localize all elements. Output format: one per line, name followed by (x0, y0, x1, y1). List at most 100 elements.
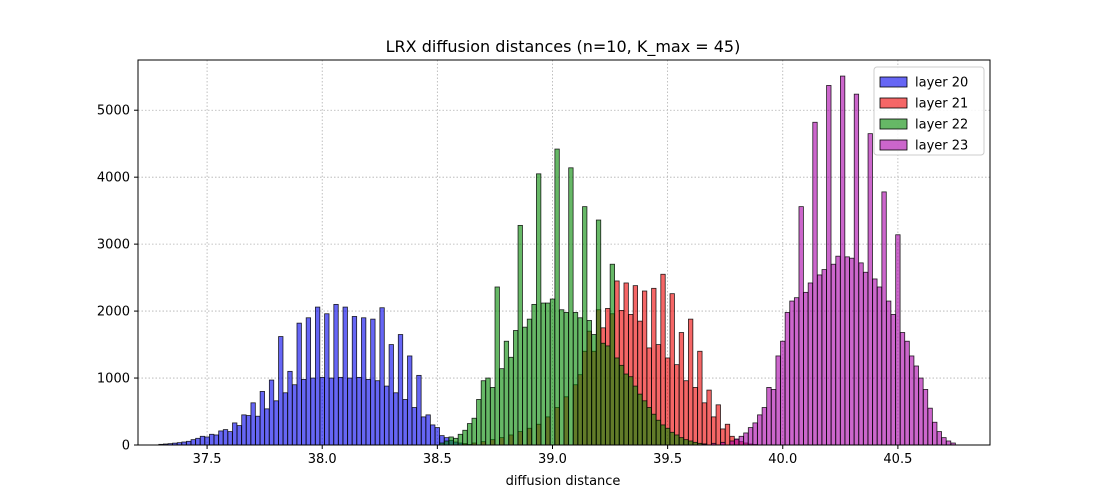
histogram-bar (324, 313, 330, 446)
histogram-bar (402, 399, 408, 446)
histogram-bar (816, 274, 823, 446)
histogram-bar (513, 330, 519, 446)
histogram-bar (826, 85, 832, 446)
legend-label: layer 20 (915, 76, 968, 91)
histogram-bar (945, 440, 952, 446)
histogram-bar (637, 393, 643, 446)
histogram-bar (711, 416, 717, 446)
histogram-bar (526, 318, 533, 446)
histogram-bar (641, 400, 648, 446)
histogram-bar (328, 377, 335, 446)
histogram-bar (807, 282, 813, 446)
histogram-bar (282, 392, 288, 446)
histogram-bar (665, 427, 671, 446)
histogram-bar (886, 300, 892, 446)
histogram-bar (397, 334, 404, 446)
histogram-bar (361, 317, 367, 446)
histogram-bar (457, 433, 463, 446)
histogram-bar (766, 387, 772, 446)
histogram-bar (941, 437, 947, 446)
legend-frame (873, 66, 985, 156)
histogram-bar (365, 378, 371, 446)
legend-swatch (879, 139, 908, 151)
histogram-bar (582, 206, 588, 446)
histogram-bar (688, 440, 694, 446)
histogram-bar (268, 379, 275, 446)
histogram-bar (724, 423, 731, 446)
histogram-bar (932, 421, 938, 446)
histogram-bar (913, 365, 919, 446)
histogram-bar (628, 376, 634, 446)
histogram-bar (236, 425, 242, 446)
histogram-bar (195, 437, 201, 446)
histogram-bar (798, 206, 804, 446)
histogram-bar (462, 429, 468, 446)
histogram-bar (651, 413, 657, 446)
histogram-bar (420, 416, 427, 446)
histogram-bar (227, 431, 233, 446)
histogram-bar (186, 440, 192, 446)
histogram-bar (872, 278, 878, 446)
histogram-bar (743, 432, 749, 446)
series-layer-23 (701, 75, 956, 446)
histogram-bar (572, 312, 579, 446)
histogram-bar (697, 350, 703, 446)
histogram-bar (559, 309, 565, 446)
histogram-bar (909, 355, 915, 446)
x-tick-label: 38.0 (308, 452, 337, 467)
histogram-bar (586, 320, 592, 446)
y-tick-label: 4000 (97, 171, 130, 186)
histogram-bar (747, 427, 754, 446)
histogram-bar (434, 427, 440, 446)
histogram-bar (430, 424, 436, 446)
x-axis: 37.5 38.0 38.5 39.0 39.5 40.0 40.5 (193, 445, 912, 467)
histogram-bar (476, 399, 482, 446)
histogram-bar (895, 234, 901, 446)
legend-swatch (879, 118, 908, 130)
histogram-bar (209, 433, 215, 446)
histogram-bar (692, 387, 698, 446)
histogram-bar (830, 263, 837, 446)
histogram-bar (554, 148, 560, 446)
histogram-bar (678, 437, 685, 446)
histogram-bar (867, 133, 873, 446)
histogram-bar (232, 422, 238, 446)
histogram-bar (296, 322, 302, 446)
histogram-bar (784, 312, 790, 446)
histogram-bar (655, 419, 662, 446)
histogram-bar (936, 431, 942, 446)
histogram-bar (466, 423, 473, 446)
histogram-bar (448, 436, 454, 446)
histogram-bar (922, 389, 929, 446)
histogram-bar (660, 424, 666, 446)
histogram-bar (674, 434, 680, 446)
y-tick-label: 5000 (97, 104, 130, 119)
histogram-bar (674, 364, 680, 446)
y-tick-label: 3000 (97, 238, 130, 253)
histogram-bar (734, 438, 740, 446)
legend-label: layer 22 (915, 118, 968, 133)
histogram-bar (890, 314, 896, 446)
y-tick-label: 2000 (97, 305, 130, 320)
chart-title: LRX diffusion distances (n=10, K_max = 4… (386, 37, 741, 57)
histogram-bar (863, 271, 869, 446)
x-axis-label: diffusion distance (506, 474, 621, 489)
histogram-bar (904, 340, 910, 446)
histogram-bar (264, 408, 270, 446)
histogram-bar (453, 437, 459, 446)
histogram-bar (844, 256, 850, 446)
histogram-bar (683, 439, 689, 446)
histogram-bar (757, 414, 763, 446)
histogram-bar (835, 255, 841, 446)
histogram-bar (715, 404, 721, 446)
histogram-bar (595, 219, 602, 446)
x-tick-label: 39.5 (653, 452, 682, 467)
histogram-bar (669, 293, 675, 446)
histogram-bar (490, 387, 496, 446)
histogram-bar (803, 291, 809, 446)
y-tick-label: 1000 (97, 372, 130, 387)
histogram-bar (775, 355, 781, 446)
histogram-bar (577, 317, 583, 446)
legend-swatch (879, 76, 908, 88)
